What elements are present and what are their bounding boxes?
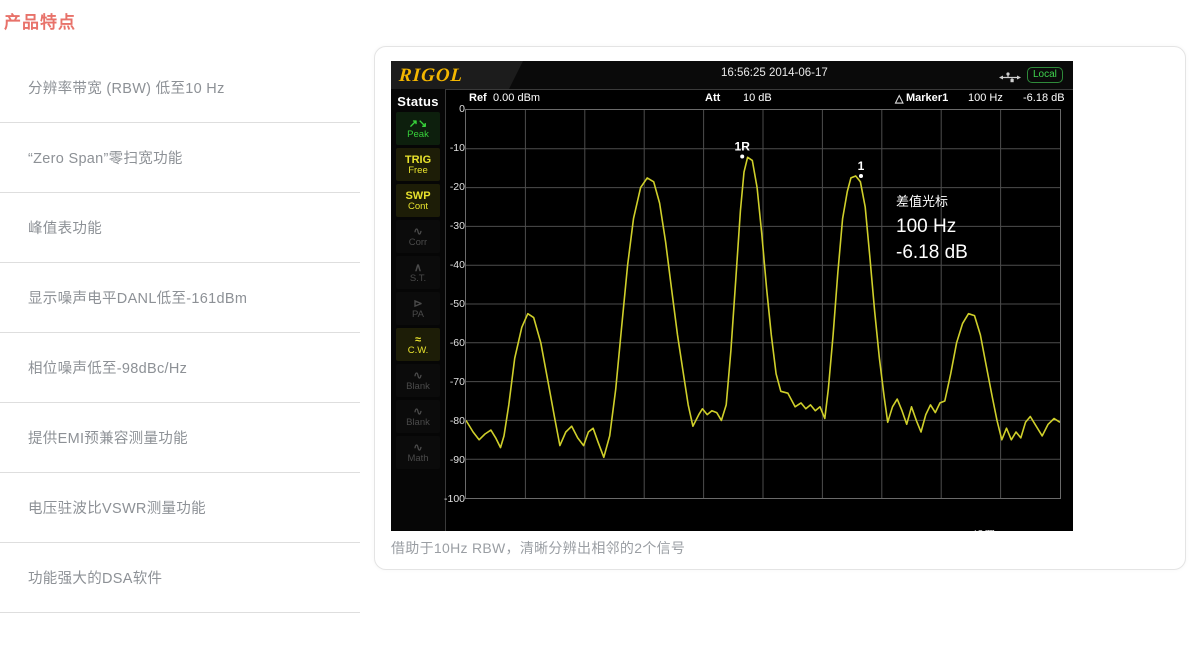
status-chip-icon: TRIG [404, 153, 432, 166]
marker-point-1[interactable] [859, 173, 864, 178]
status-chip-label: Cont [407, 200, 429, 212]
y-axis-tick: -60 [449, 337, 465, 349]
status-chip-corr: ∿ Corr [396, 220, 440, 253]
delta-marker-delta: -6.18 dB [896, 242, 968, 263]
marker-triangle-icon: △ [895, 93, 904, 105]
marker-frequency: 100 Hz [968, 92, 1003, 104]
status-chip-math: ∿ Math [396, 436, 440, 469]
feature-item[interactable]: 显示噪声电平DANL低至-161dBm [0, 263, 360, 333]
status-chip-label: C.W. [407, 344, 429, 356]
feature-item[interactable]: 功能强大的DSA软件 [0, 543, 360, 613]
delta-marker-title: 差值光标 [896, 194, 949, 209]
status-chip-label: Blank [406, 380, 430, 392]
feature-item[interactable]: 分辨率带宽 (RBW) 低至10 Hz [0, 53, 360, 123]
status-chip-label: Free [408, 164, 428, 176]
marker-label-1R: 1R [735, 140, 751, 154]
status-chip-blank: ∿ Blank [396, 400, 440, 433]
feature-item-label: “Zero Span”零扫宽功能 [28, 151, 183, 167]
att-value: 10 dB [743, 92, 772, 104]
y-axis-tick: 0 [459, 103, 465, 115]
status-column: Status ↗↘ Peak TRIG Free SWP Cont ∿ Corr ∧ S.T. ⊳ P… [391, 89, 446, 531]
feature-item-label: 功能强大的DSA软件 [28, 571, 163, 587]
delta-marker-freq: 100 Hz [896, 216, 957, 237]
feature-item[interactable]: 提供EMI预兼容测量功能 [0, 403, 360, 473]
local-mode-badge: Local [1027, 67, 1063, 83]
screenshot-card: RIGOL 16:56:25 2014-06-17 Local [374, 46, 1186, 570]
feature-item-label: 提供EMI预兼容测量功能 [28, 431, 188, 447]
marker-label: Marker1 [906, 92, 949, 104]
y-axis-tick: -30 [449, 220, 465, 232]
status-chip-label: Peak [407, 128, 429, 140]
marker-label-1: 1 [858, 159, 865, 173]
y-axis-tick: -50 [449, 298, 465, 310]
trace-plot: 1R 1 [465, 109, 1061, 499]
status-chip-label: S.T. [409, 272, 427, 284]
feature-item[interactable]: “Zero Span”零扫宽功能 [0, 123, 360, 193]
feature-item[interactable]: 电压驻波比VSWR测量功能 [0, 473, 360, 543]
marker-level: -6.18 dB [1023, 92, 1065, 104]
datetime-label: 16:56:25 2014-06-17 [721, 67, 828, 79]
analyzer-topbar: RIGOL 16:56:25 2014-06-17 Local [391, 61, 1073, 90]
feature-list: 分辨率带宽 (RBW) 低至10 Hz “Zero Span”零扫宽功能 峰值表功能… [0, 53, 360, 613]
rigol-logo: RIGOL [398, 65, 464, 86]
status-chip-icon: ≈ [414, 333, 422, 346]
status-chip-label: Blank [406, 416, 430, 428]
brand-tab [391, 61, 523, 89]
status-chip-peak: ↗↘ Peak [396, 112, 440, 145]
feature-item-label: 相位噪声低至-98dBc/Hz [28, 361, 188, 377]
y-axis-tick: -70 [449, 376, 465, 388]
status-chip-label: PA [412, 308, 424, 320]
status-chip-s-t-: ∧ S.T. [396, 256, 440, 289]
marker-point-1R[interactable] [740, 154, 745, 159]
status-chip-icon: ∿ [413, 441, 423, 454]
status-chip-icon: ↗↘ [408, 117, 428, 130]
status-chip-list: ↗↘ Peak TRIG Free SWP Cont ∿ Corr ∧ S.T. ⊳ PA ≈ C.W. ∿… [391, 112, 445, 469]
usb-icon [999, 70, 1021, 83]
status-chip-label: Corr [408, 236, 428, 248]
feature-item-label: 显示噪声电平DANL低至-161dBm [28, 291, 248, 307]
status-chip-label: Math [407, 452, 429, 464]
status-chip-pa: ⊳ PA [396, 292, 440, 325]
status-column-title: Status [397, 94, 439, 109]
y-axis-tick: -80 [449, 415, 465, 427]
feature-item[interactable]: 峰值表功能 [0, 193, 360, 263]
measurement-header-row: Ref 0.00 dBm Att 10 dB △ Marker1 100 Hz … [445, 89, 1073, 109]
status-chip-icon: ∿ [413, 405, 423, 418]
feature-item-label: 电压驻波比VSWR测量功能 [28, 501, 206, 517]
status-chip-cont: SWP Cont [396, 184, 440, 217]
status-chip-icon: ∿ [413, 369, 423, 382]
userkey-note: UserKey设置: System, [927, 527, 1055, 531]
ref-value: 0.00 dBm [493, 92, 541, 104]
status-chip-blank: ∿ Blank [396, 364, 440, 397]
y-axis-tick: -90 [449, 454, 465, 466]
y-axis-tick: -20 [449, 181, 465, 193]
status-chip-icon: ⊳ [413, 297, 423, 310]
page-title: 产品特点 [4, 13, 76, 32]
spectrum-trace [465, 156, 1061, 459]
delta-marker-annotation: 差值光标 100 Hz -6.18 dB [896, 191, 968, 264]
status-chip-icon: ∧ [413, 261, 423, 274]
status-chip-c-w-: ≈ C.W. [396, 328, 440, 361]
ref-label: Ref [469, 92, 487, 104]
y-axis: 0 -10 -20 -30 -40 -50 -60 -70 -80 -90 -100 [437, 97, 465, 505]
feature-item[interactable]: 相位噪声低至-98dBc/Hz [0, 333, 360, 403]
figure-caption: 借助于10Hz RBW，清晰分辨出相邻的2个信号 [391, 540, 686, 556]
att-label: Att [705, 92, 721, 104]
trace-svg: 1R 1 [465, 110, 1061, 498]
feature-item-label: 峰值表功能 [28, 221, 102, 237]
y-axis-tick: -40 [449, 259, 465, 271]
status-chip-icon: SWP [405, 189, 431, 202]
feature-item-label: 分辨率带宽 (RBW) 低至10 Hz [28, 81, 225, 97]
y-axis-tick: -100 [443, 493, 465, 505]
y-axis-tick: -10 [449, 142, 465, 154]
status-chip-free: TRIG Free [396, 148, 440, 181]
product-features-panel: 产品特点 分辨率带宽 (RBW) 低至10 Hz “Zero Span”零扫宽功能… [0, 0, 360, 652]
spectrum-analyzer-screen: RIGOL 16:56:25 2014-06-17 Local [391, 61, 1073, 531]
status-chip-icon: ∿ [413, 225, 423, 238]
